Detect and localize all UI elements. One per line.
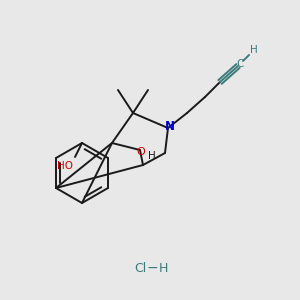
Text: Cl: Cl <box>134 262 146 275</box>
Text: C: C <box>236 59 244 69</box>
Text: −: − <box>146 261 158 275</box>
Text: H: H <box>158 262 168 275</box>
Text: O: O <box>136 147 146 157</box>
Text: HO: HO <box>57 161 73 171</box>
Text: H: H <box>250 45 258 55</box>
Text: H: H <box>148 151 156 161</box>
Text: N: N <box>165 119 175 133</box>
